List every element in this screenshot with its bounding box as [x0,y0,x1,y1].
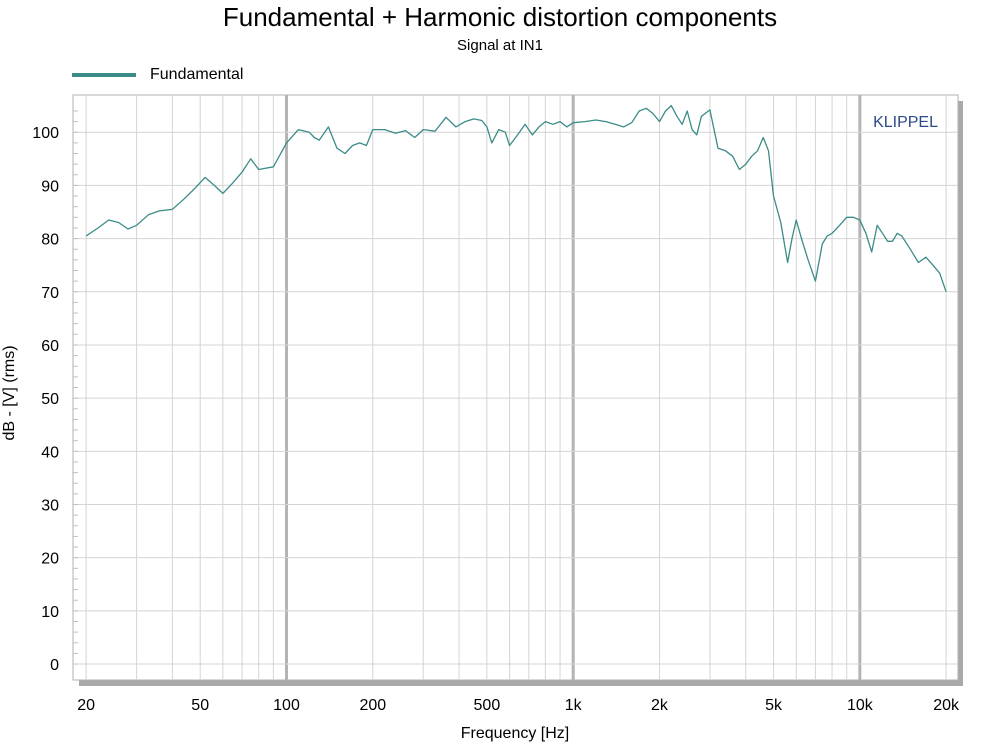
klippel-watermark: KLIPPEL [873,114,938,131]
plot-area [72,94,959,681]
series-line-fundamental [85,104,947,293]
chart-subtitle: Signal at IN1 [457,37,543,54]
series-layer [85,104,947,293]
x-tick-label: 5k [765,697,783,714]
x-tick-label: 200 [359,697,386,714]
y-tick-label: 70 [41,285,59,302]
x-tick-label: 1k [565,697,583,714]
y-tick-label: 80 [41,232,59,249]
y-tick-label: 10 [41,604,59,621]
y-tick-label: 30 [41,498,59,515]
y-tick-label: 50 [41,391,59,408]
x-tick-label: 2k [651,697,669,714]
legend-swatch-fundamental [72,73,136,77]
chart-title: Fundamental + Harmonic distortion compon… [222,2,778,32]
x-tick-label: 100 [273,697,300,714]
x-tick-label: 50 [191,697,209,714]
x-tick-label: 500 [474,697,501,714]
x-axis-label: Frequency [Hz] [461,725,569,742]
y-tick-label: 0 [50,657,59,674]
y-axis: 0 10 20 30 40 50 60 70 80 90 100 [32,125,59,674]
x-tick-label: 10k [847,697,874,714]
y-tick-label: 40 [41,444,59,461]
y-tick-label: 60 [41,338,59,355]
x-axis: 20 50 100 200 500 1k 2k 5k 10k 20k [77,697,960,714]
legend: Fundamental [72,64,243,86]
x-tick-label: 20k [933,697,960,714]
legend-label-fundamental: Fundamental [150,66,244,83]
y-tick-label: 100 [32,125,59,142]
y-tick-label: 20 [41,551,59,568]
x-tick-label: 20 [77,697,95,714]
y-tick-label: 90 [41,178,59,195]
y-axis-label: dB - [V] (rms) [1,345,18,440]
